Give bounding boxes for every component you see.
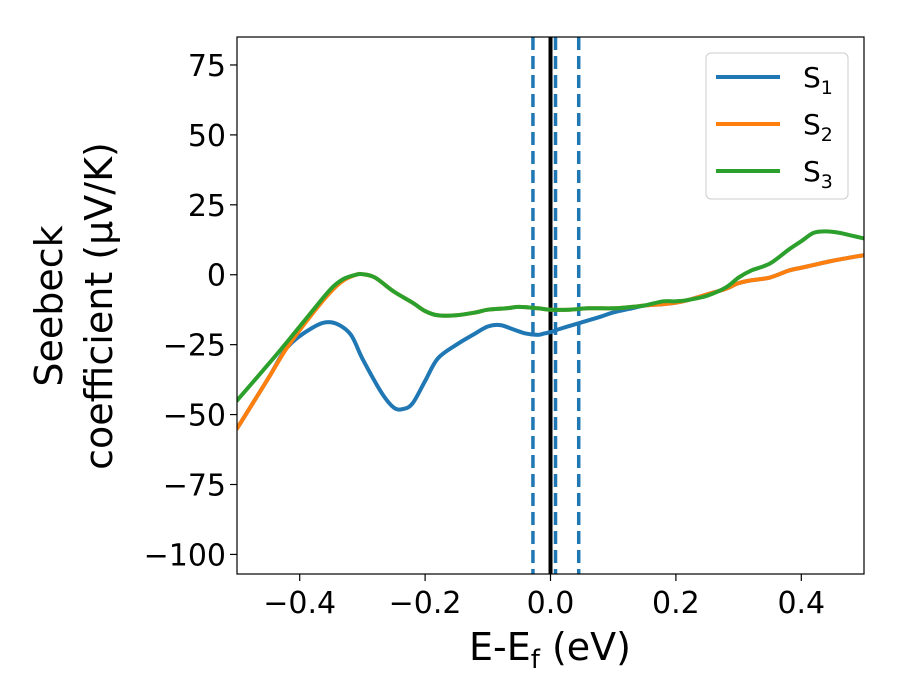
series-lines [237, 229, 864, 431]
x-axis-title: E-Ef (eV) [469, 625, 631, 675]
y-tick-label: −25 [163, 329, 226, 364]
y-axis-title-line1: Seebeck [27, 225, 71, 386]
y-tick-label: 25 [188, 189, 226, 224]
y-axis-title-line2: coefficient (μV/K) [77, 142, 121, 470]
x-tick-label: 0.0 [527, 586, 575, 621]
y-tick-label: −50 [163, 399, 226, 434]
y-tick-label: 0 [207, 259, 226, 294]
legend-label-s3: S3 [803, 155, 833, 193]
y-axis-ticks: −100 −75 −50 −25 0 25 50 75 [144, 49, 237, 573]
series-line-s3 [237, 229, 864, 403]
y-tick-label: 75 [188, 49, 226, 84]
x-axis-ticks: −0.4 −0.2 0.0 0.2 0.4 [263, 574, 825, 621]
y-tick-label: −75 [163, 469, 226, 504]
y-tick-label: −100 [144, 538, 226, 573]
x-tick-label: 0.4 [777, 586, 825, 621]
y-tick-label: 50 [188, 119, 226, 154]
legend-label-s2: S2 [803, 108, 833, 146]
legend: S1 S2 S3 [705, 52, 849, 200]
x-tick-label: −0.4 [263, 586, 336, 621]
x-tick-label: −0.2 [389, 586, 462, 621]
legend-label-s1: S1 [803, 61, 833, 99]
vertical-marker-lines [531, 37, 581, 574]
x-tick-label: 0.2 [652, 586, 700, 621]
